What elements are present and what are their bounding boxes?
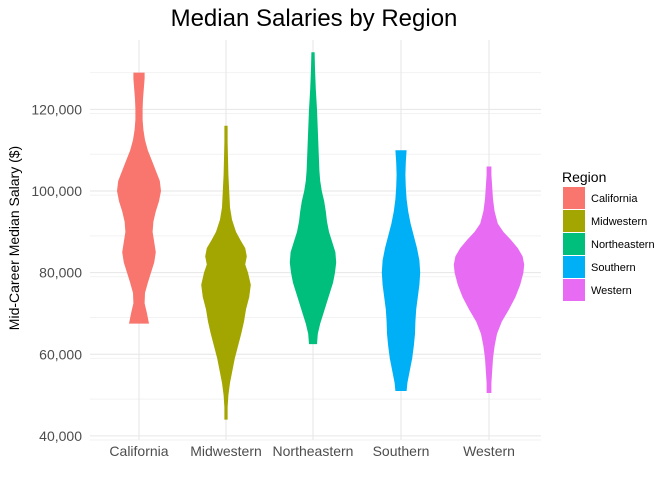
legend-label: California	[591, 193, 638, 205]
legend-label: Midwestern	[591, 216, 647, 228]
x-axis-ticks: California Midwestern Northeastern Southern…	[109, 443, 515, 459]
legend-label: Northeastern	[591, 239, 655, 251]
x-tick-label: Northeastern	[273, 443, 354, 459]
violin-california	[117, 72, 161, 324]
legend-title: Region	[562, 169, 606, 185]
x-tick-label: California	[109, 443, 168, 459]
y-tick-label: 120,000	[31, 101, 82, 117]
legend-label: Southern	[591, 262, 636, 274]
y-tick-label: 60,000	[39, 346, 82, 362]
legend-key-northeastern	[563, 233, 585, 255]
legend-key-western	[563, 279, 585, 301]
violin-western	[453, 166, 525, 394]
x-tick-label: Southern	[373, 443, 430, 459]
y-tick-label: 80,000	[39, 265, 82, 281]
y-axis-label: Mid-Career Median Salary ($)	[6, 146, 22, 330]
legend-key-california	[563, 187, 585, 209]
violin-southern	[381, 150, 421, 392]
violin-northeastern	[289, 52, 337, 345]
chart-title: Median Salaries by Region	[171, 5, 458, 32]
x-tick-label: Midwestern	[190, 443, 262, 459]
legend-label: Western	[591, 285, 632, 297]
y-tick-label: 40,000	[39, 428, 82, 444]
violin-midwestern	[201, 125, 251, 420]
y-tick-label: 100,000	[31, 183, 82, 199]
legend-key-southern	[563, 256, 585, 278]
x-tick-label: Western	[463, 443, 515, 459]
violins	[117, 52, 525, 420]
y-axis-ticks: 40,000 60,000 80,000 100,000 120,000	[31, 101, 82, 444]
legend: Region California Midwestern Northeastern S…	[562, 169, 655, 301]
legend-key-midwestern	[563, 210, 585, 232]
